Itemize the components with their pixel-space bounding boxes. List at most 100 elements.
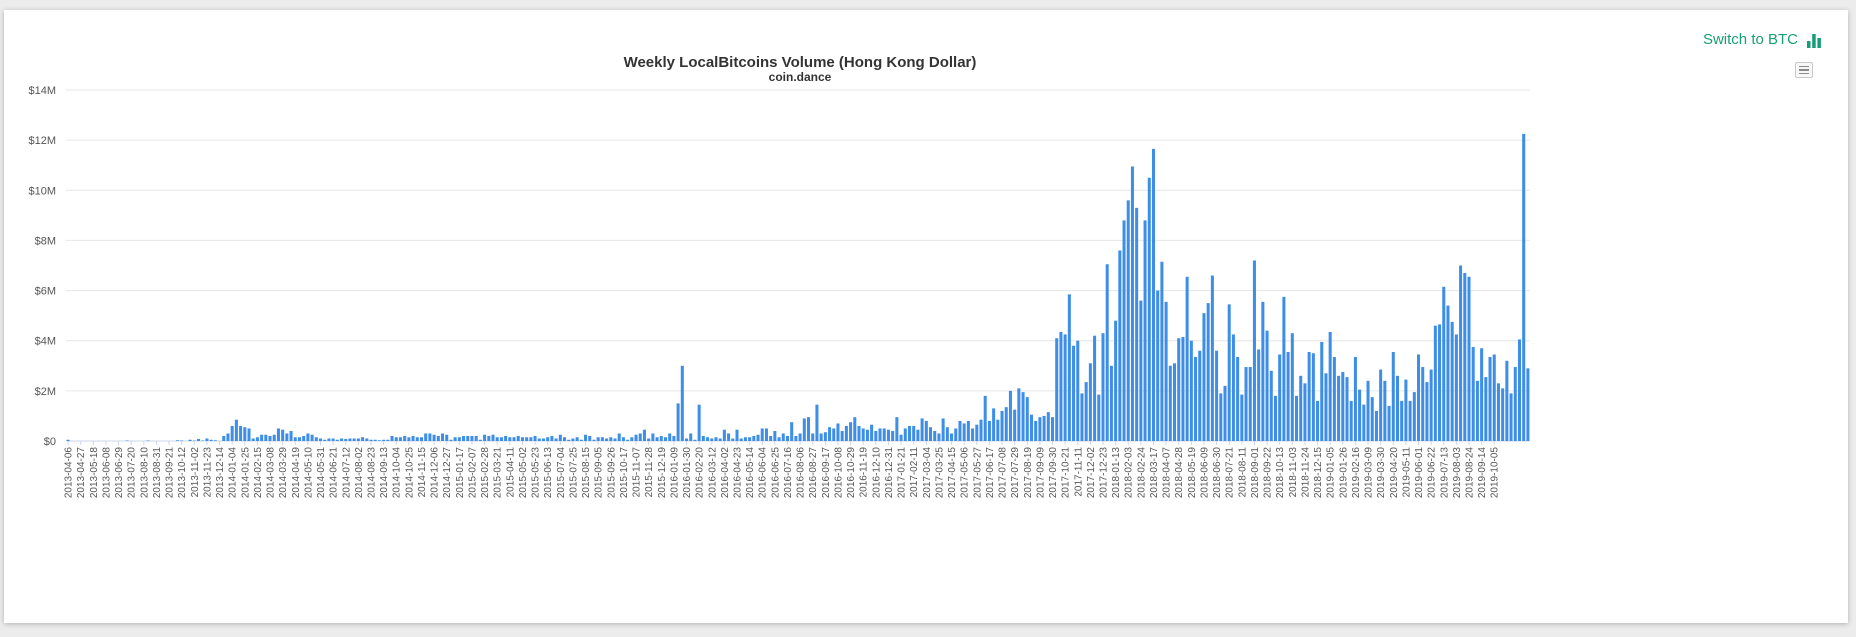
bar[interactable] (966, 420, 970, 441)
bar[interactable] (764, 428, 768, 441)
bar[interactable] (588, 435, 592, 441)
bar[interactable] (874, 430, 878, 441)
bar[interactable] (916, 429, 920, 441)
bar[interactable] (1379, 369, 1383, 441)
bar[interactable] (432, 434, 436, 441)
bar[interactable] (1257, 349, 1261, 441)
bar[interactable] (386, 439, 390, 441)
bar[interactable] (1147, 177, 1151, 441)
bar[interactable] (1164, 301, 1168, 441)
bar[interactable] (382, 439, 386, 441)
bar[interactable] (1118, 250, 1122, 441)
bar[interactable] (1059, 331, 1063, 441)
bar[interactable] (1383, 380, 1387, 441)
bar[interactable] (205, 438, 209, 441)
bar[interactable] (655, 437, 659, 441)
bar[interactable] (849, 422, 853, 441)
bar[interactable] (1063, 334, 1067, 441)
bar[interactable] (537, 438, 541, 441)
bar[interactable] (857, 425, 861, 441)
bar[interactable] (1467, 276, 1471, 441)
bar[interactable] (541, 438, 545, 441)
bar[interactable] (567, 439, 571, 441)
bar[interactable] (958, 420, 962, 441)
bar[interactable] (1433, 325, 1437, 441)
bar[interactable] (335, 439, 339, 441)
bar-series[interactable] (66, 133, 1530, 442)
bar[interactable] (508, 437, 512, 441)
bar[interactable] (1084, 382, 1088, 441)
bar[interactable] (929, 427, 933, 441)
bar[interactable] (1337, 375, 1341, 441)
bar[interactable] (1471, 346, 1475, 441)
bar[interactable] (407, 437, 411, 441)
bar[interactable] (1480, 348, 1484, 441)
bar[interactable] (743, 437, 747, 441)
bar[interactable] (1248, 367, 1252, 441)
bar[interactable] (752, 435, 756, 441)
bar[interactable] (1492, 354, 1496, 442)
bar[interactable] (146, 440, 150, 442)
bar[interactable] (1320, 341, 1324, 441)
bar[interactable] (1093, 335, 1097, 441)
bar[interactable] (1244, 367, 1248, 441)
bar[interactable] (1324, 373, 1328, 441)
bar[interactable] (1299, 375, 1303, 441)
bar[interactable] (731, 438, 735, 441)
bar[interactable] (840, 430, 844, 441)
bar[interactable] (781, 433, 785, 441)
bar[interactable] (188, 439, 192, 441)
bar[interactable] (1429, 369, 1433, 441)
bar[interactable] (1349, 400, 1353, 441)
bar[interactable] (260, 434, 264, 441)
bar[interactable] (1290, 333, 1294, 441)
bar[interactable] (230, 425, 234, 441)
bar[interactable] (1097, 394, 1101, 441)
bar[interactable] (276, 428, 280, 441)
bar[interactable] (617, 433, 621, 441)
bar[interactable] (680, 365, 684, 441)
bar[interactable] (706, 437, 710, 441)
bar[interactable] (1046, 412, 1050, 441)
bar[interactable] (1236, 357, 1240, 441)
bar[interactable] (377, 440, 381, 441)
bar[interactable] (1223, 385, 1227, 441)
bar[interactable] (697, 404, 701, 441)
bar[interactable] (790, 422, 794, 441)
bar[interactable] (1130, 166, 1134, 441)
bar[interactable] (718, 438, 722, 441)
bar[interactable] (571, 438, 575, 441)
bar[interactable] (1139, 300, 1143, 441)
bar[interactable] (356, 438, 360, 441)
bar[interactable] (647, 438, 651, 441)
bar[interactable] (1374, 410, 1378, 441)
bar[interactable] (659, 435, 663, 441)
bar[interactable] (1484, 377, 1488, 441)
bar[interactable] (739, 438, 743, 441)
bar[interactable] (1417, 354, 1421, 442)
bar[interactable] (651, 433, 655, 441)
bar[interactable] (920, 418, 924, 441)
bar[interactable] (1151, 148, 1155, 442)
bar[interactable] (979, 419, 983, 441)
bar[interactable] (1517, 339, 1521, 441)
bar[interactable] (558, 434, 562, 441)
bar[interactable] (369, 439, 373, 441)
bar[interactable] (1286, 352, 1290, 441)
bar[interactable] (823, 432, 827, 442)
bar[interactable] (449, 439, 453, 441)
bar[interactable] (971, 428, 975, 441)
bar[interactable] (891, 430, 895, 441)
bar[interactable] (575, 437, 579, 441)
bar[interactable] (1181, 336, 1185, 441)
bar[interactable] (630, 437, 634, 441)
bar[interactable] (836, 423, 840, 441)
bar[interactable] (1446, 305, 1450, 441)
bar[interactable] (1425, 382, 1429, 441)
bar[interactable] (1328, 331, 1332, 441)
bar[interactable] (903, 428, 907, 441)
bar[interactable] (912, 425, 916, 441)
bar[interactable] (550, 435, 554, 441)
bar[interactable] (516, 435, 520, 441)
bar[interactable] (436, 435, 440, 441)
